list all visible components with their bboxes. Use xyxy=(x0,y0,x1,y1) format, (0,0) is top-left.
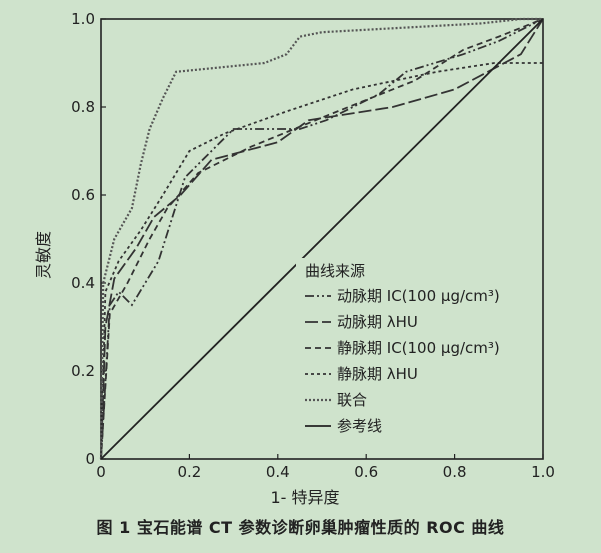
x-tick-label: 0.4 xyxy=(266,463,290,481)
legend-items: 动脉期 IC(100 μg/cm³) 动脉期 λHU 静脉期 IC(100 μg/c… xyxy=(305,287,500,435)
series-line-1 xyxy=(100,18,544,460)
y-axis-ticks: 0 0.2 0.4 0.6 0.8 1.0 xyxy=(71,10,106,468)
y-tick-label: 0.6 xyxy=(71,186,95,204)
y-tick-label: 0.4 xyxy=(71,274,95,292)
y-tick-label: 0 xyxy=(85,450,95,468)
roc-curves xyxy=(99,17,544,460)
legend-label-3: 静脉期 IC(100 μg/cm³) xyxy=(337,339,500,357)
x-axis-label: 1- 特异度 xyxy=(270,488,339,507)
legend-label-2: 动脉期 λHU xyxy=(337,313,418,331)
legend-label-6: 参考线 xyxy=(337,417,382,435)
legend-label-5: 联合 xyxy=(337,391,367,409)
x-tick-label: 1.0 xyxy=(531,463,555,481)
legend-bg xyxy=(296,258,539,451)
series-line-4 xyxy=(100,62,543,460)
plot-frame xyxy=(100,18,544,460)
series-line-5 xyxy=(99,17,543,460)
x-tick-label: 0 xyxy=(96,463,106,481)
x-tick-label: 0.6 xyxy=(354,463,378,481)
legend-label-1: 动脉期 IC(100 μg/cm³) xyxy=(337,287,500,305)
y-tick-label: 1.0 xyxy=(71,10,95,28)
x-tick-label: 0.2 xyxy=(177,463,201,481)
figure-caption: 图 1 宝石能谱 CT 参数诊断卵巢肿瘤性质的 ROC 曲线 xyxy=(96,518,505,537)
y-axis-label: 灵敏度 xyxy=(34,231,53,279)
legend-label-4: 静脉期 λHU xyxy=(337,365,418,383)
x-tick-label: 0.8 xyxy=(443,463,467,481)
x-axis-ticks: 0 0.2 0.4 0.6 0.8 1.0 xyxy=(96,454,555,481)
legend-title: 曲线来源 xyxy=(305,262,365,280)
series-line-3 xyxy=(100,18,544,460)
y-tick-label: 0.2 xyxy=(71,362,95,380)
y-tick-label: 0.8 xyxy=(71,98,95,116)
legend: 曲线来源 动脉期 IC(100 μg/cm³) 动脉期 λHU 静脉期 IC(100… xyxy=(296,258,539,451)
series-line-2 xyxy=(100,18,544,460)
series-line-6 xyxy=(100,18,544,460)
